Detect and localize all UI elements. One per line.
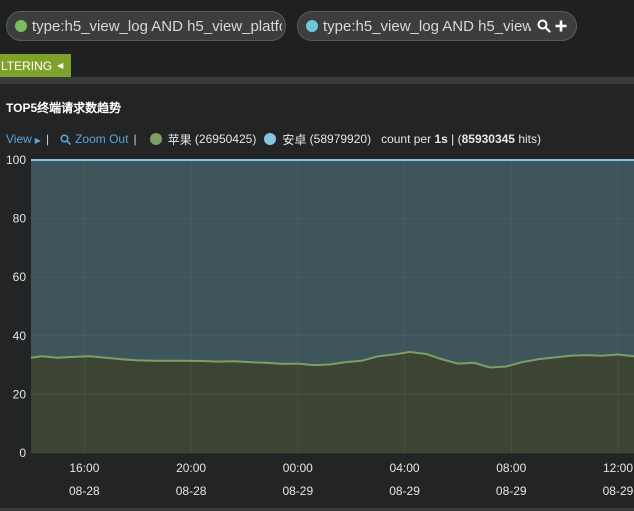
legend-dot-android (264, 133, 277, 145)
legend-count-apple: 26950425 (198, 132, 253, 146)
query-color-dot[interactable] (15, 20, 27, 32)
search-icon[interactable] (537, 19, 551, 33)
legend-name-apple: 苹果 (167, 132, 192, 147)
panel-title: TOP5终端请求数趋势 (6, 101, 122, 115)
x-tick-date-label: 08-29 (389, 484, 420, 498)
legend-count-android: 58979920 (313, 132, 368, 146)
y-tick-label: 100 (6, 153, 26, 167)
line-series-apple (30, 350, 634, 369)
view-menu-label: View (6, 132, 32, 146)
x-tick-date-label: 08-29 (282, 484, 313, 498)
y-tick-label: 60 (13, 270, 27, 284)
query-actions (537, 19, 568, 33)
x-tick-date-label: 08-28 (69, 484, 100, 498)
zoom-out-icon[interactable] (60, 133, 71, 145)
x-tick-time-label: 08:00 (496, 461, 526, 475)
filtering-tab[interactable]: LTERING ◀ (0, 54, 72, 77)
count-per-label: count per (381, 132, 432, 146)
histogram-chart[interactable]: 0 20 40 60 80 100 16:00 08-28 20:00 08-28 00:00 08-… (0, 150, 634, 500)
y-tick-label: 0 (19, 446, 26, 460)
x-tick-date-label: 08-29 (496, 484, 527, 498)
query-text[interactable]: type:h5_view_log AND h5_view_platfo (32, 17, 282, 35)
x-tick-time-label: 04:00 (390, 461, 420, 475)
separator: | (45, 132, 50, 146)
interval-value[interactable]: 1s (434, 132, 448, 146)
separator: | (133, 132, 137, 146)
panel-divider (0, 77, 634, 84)
y-tick-label: 40 (13, 329, 27, 343)
plus-icon[interactable] (554, 19, 568, 33)
x-tick-time-label: 16:00 (69, 461, 99, 475)
query-pill-1[interactable]: type:h5_view_log AND h5_view_platfo (6, 11, 286, 41)
y-tick-label: 80 (13, 212, 27, 226)
count-summary: count per 1s | (85930345 hits) (381, 132, 542, 146)
x-tick-date-label: 08-28 (176, 484, 207, 498)
query-bar: type:h5_view_log AND h5_view_platfo type… (0, 0, 634, 54)
query-color-dot[interactable] (306, 20, 318, 32)
panel-legend-row: View ▶ | Zoom Out | 苹果 (26950425) 安卓 (589… (6, 131, 541, 147)
filtering-tab-label: LTERING (1, 58, 53, 73)
y-tick-label: 20 (13, 387, 27, 401)
caret-right-icon: ▶ (34, 136, 41, 145)
total-hits: 85930345 (461, 132, 515, 146)
hits-label: hits (518, 132, 538, 146)
area-series-apple (31, 351, 634, 453)
zoom-out-link[interactable]: Zoom Out (75, 132, 129, 146)
legend-item-apple[interactable]: 苹果 (26950425) (149, 131, 256, 148)
legend-dot-apple (149, 133, 162, 145)
legend-item-android[interactable]: 安卓 (58979920) (264, 131, 371, 148)
caret-left-icon: ◀ (57, 61, 64, 70)
x-tick-time-label: 00:00 (283, 461, 313, 475)
area-series-android (31, 160, 634, 368)
x-tick-time-label: 12:00 (603, 461, 633, 475)
panel-bottom-border (0, 508, 634, 511)
legend-name-android: 安卓 (282, 132, 307, 147)
view-menu-link[interactable]: View ▶ (6, 132, 41, 146)
x-tick-date-label: 08-29 (603, 484, 634, 498)
query-text[interactable]: type:h5_view_log AND h5_view_p (323, 17, 531, 35)
query-pill-2[interactable]: type:h5_view_log AND h5_view_p (297, 11, 577, 41)
x-tick-time-label: 20:00 (176, 461, 206, 475)
